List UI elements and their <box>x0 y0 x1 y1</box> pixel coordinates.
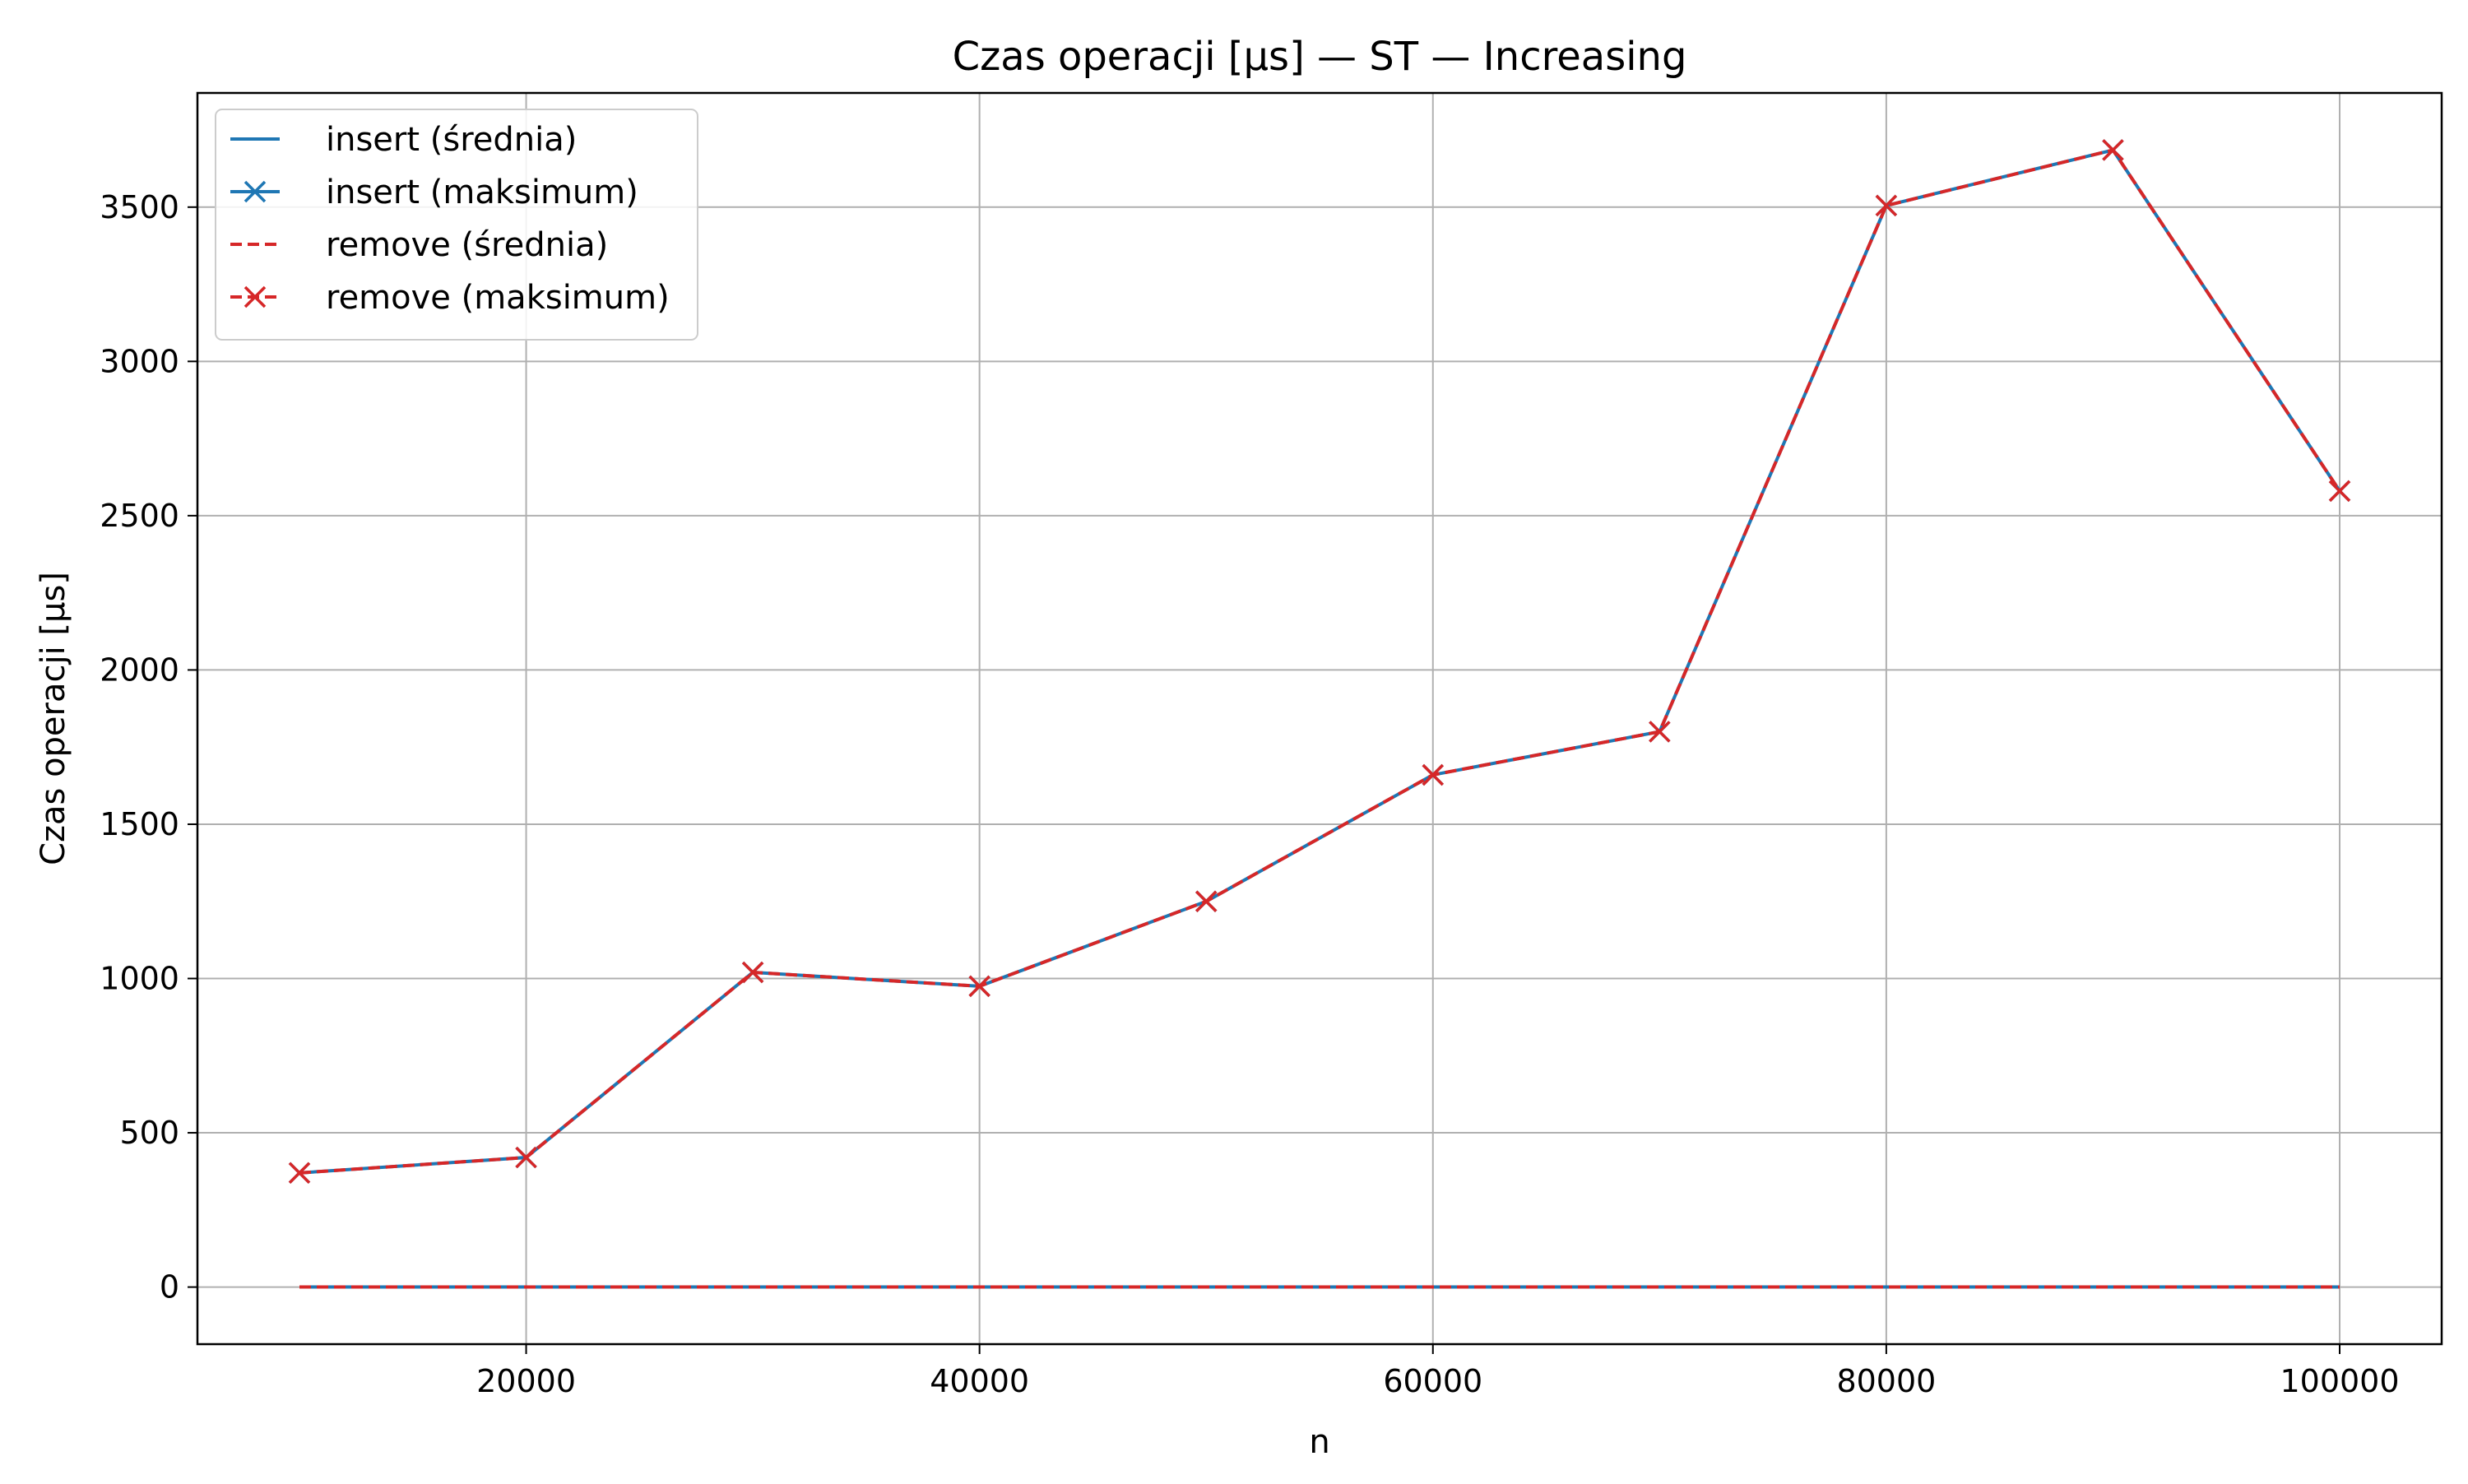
data-point <box>2102 139 2124 161</box>
x-tick-label: 20000 <box>476 1363 576 1399</box>
x-axis-label: n <box>1309 1423 1329 1461</box>
legend-label: remove (średnia) <box>326 226 608 264</box>
legend-box <box>215 109 698 341</box>
x-tick-label: 80000 <box>1836 1363 1936 1399</box>
legend-label: insert (maksimum) <box>326 174 638 211</box>
legend-marker <box>244 285 267 308</box>
x-tick-label: 40000 <box>930 1363 1029 1399</box>
legend-item: remove (maksimum) <box>230 279 670 317</box>
data-point <box>1875 194 1898 217</box>
y-tick-label: 2000 <box>100 652 179 688</box>
legend-label: remove (maksimum) <box>326 279 670 317</box>
legend-label: insert (średnia) <box>326 121 577 159</box>
y-tick-label: 3000 <box>100 343 179 379</box>
series-3 <box>288 139 2351 1185</box>
chart-title: Czas operacji [µs] — ST — Increasing <box>953 34 1687 80</box>
legend-marker <box>244 180 267 203</box>
plot-frame <box>196 91 2443 1346</box>
data-point <box>1195 890 1218 912</box>
x-tick-label: 60000 <box>1383 1363 1482 1399</box>
y-tick-label: 1000 <box>100 961 179 997</box>
legend-item: remove (średnia) <box>230 226 608 264</box>
data-point <box>741 961 764 984</box>
x-tick-label: 100000 <box>2280 1363 2399 1399</box>
grid <box>197 93 2442 1344</box>
data-point <box>2328 480 2351 503</box>
y-tick-label: 500 <box>119 1115 179 1151</box>
axis-ticks: 20000 40000 60000 80000 100000 0 500 1000 1500 20… <box>100 189 2399 1399</box>
y-axis-label: Czas operacji [µs] <box>35 572 72 865</box>
y-tick-label: 3500 <box>100 189 179 225</box>
series-line <box>299 148 2341 1175</box>
series-group <box>288 139 2351 1289</box>
legend: insert (średnia) insert (maksimum) remove … <box>215 109 698 341</box>
data-point <box>968 975 990 998</box>
y-tick-label: 0 <box>160 1269 179 1305</box>
legend-item: insert (średnia) <box>230 121 577 159</box>
data-point <box>288 1162 311 1185</box>
legend-item: insert (maksimum) <box>230 174 638 211</box>
y-tick-label: 1500 <box>100 806 179 842</box>
y-tick-label: 2500 <box>100 498 179 534</box>
data-point <box>1422 763 1445 786</box>
data-point <box>1649 721 1671 743</box>
data-point <box>515 1146 537 1169</box>
